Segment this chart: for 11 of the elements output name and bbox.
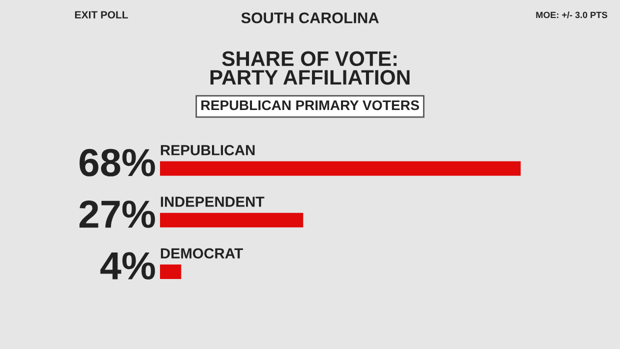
text: SOUTH CAROLINA <box>241 12 379 24</box>
y-tick-label: DEMOCRAT <box>160 248 243 259</box>
text: MOE: +/- 3.0 PTS <box>536 11 608 18</box>
data-label: 27% <box>80 200 155 228</box>
data-label: 4% <box>100 252 155 280</box>
chart-title: SHARE OF VOTE: PARTY AFFILIATION <box>210 51 410 85</box>
text: EXIT POLL <box>75 11 128 18</box>
data-label: 68% <box>80 148 155 176</box>
y-tick-label: REPUBLICAN <box>160 145 255 156</box>
chart-subtitle: REPUBLICAN PRIMARY VOTERS <box>201 100 420 110</box>
y-tick-label: INDEPENDENT <box>160 196 264 207</box>
